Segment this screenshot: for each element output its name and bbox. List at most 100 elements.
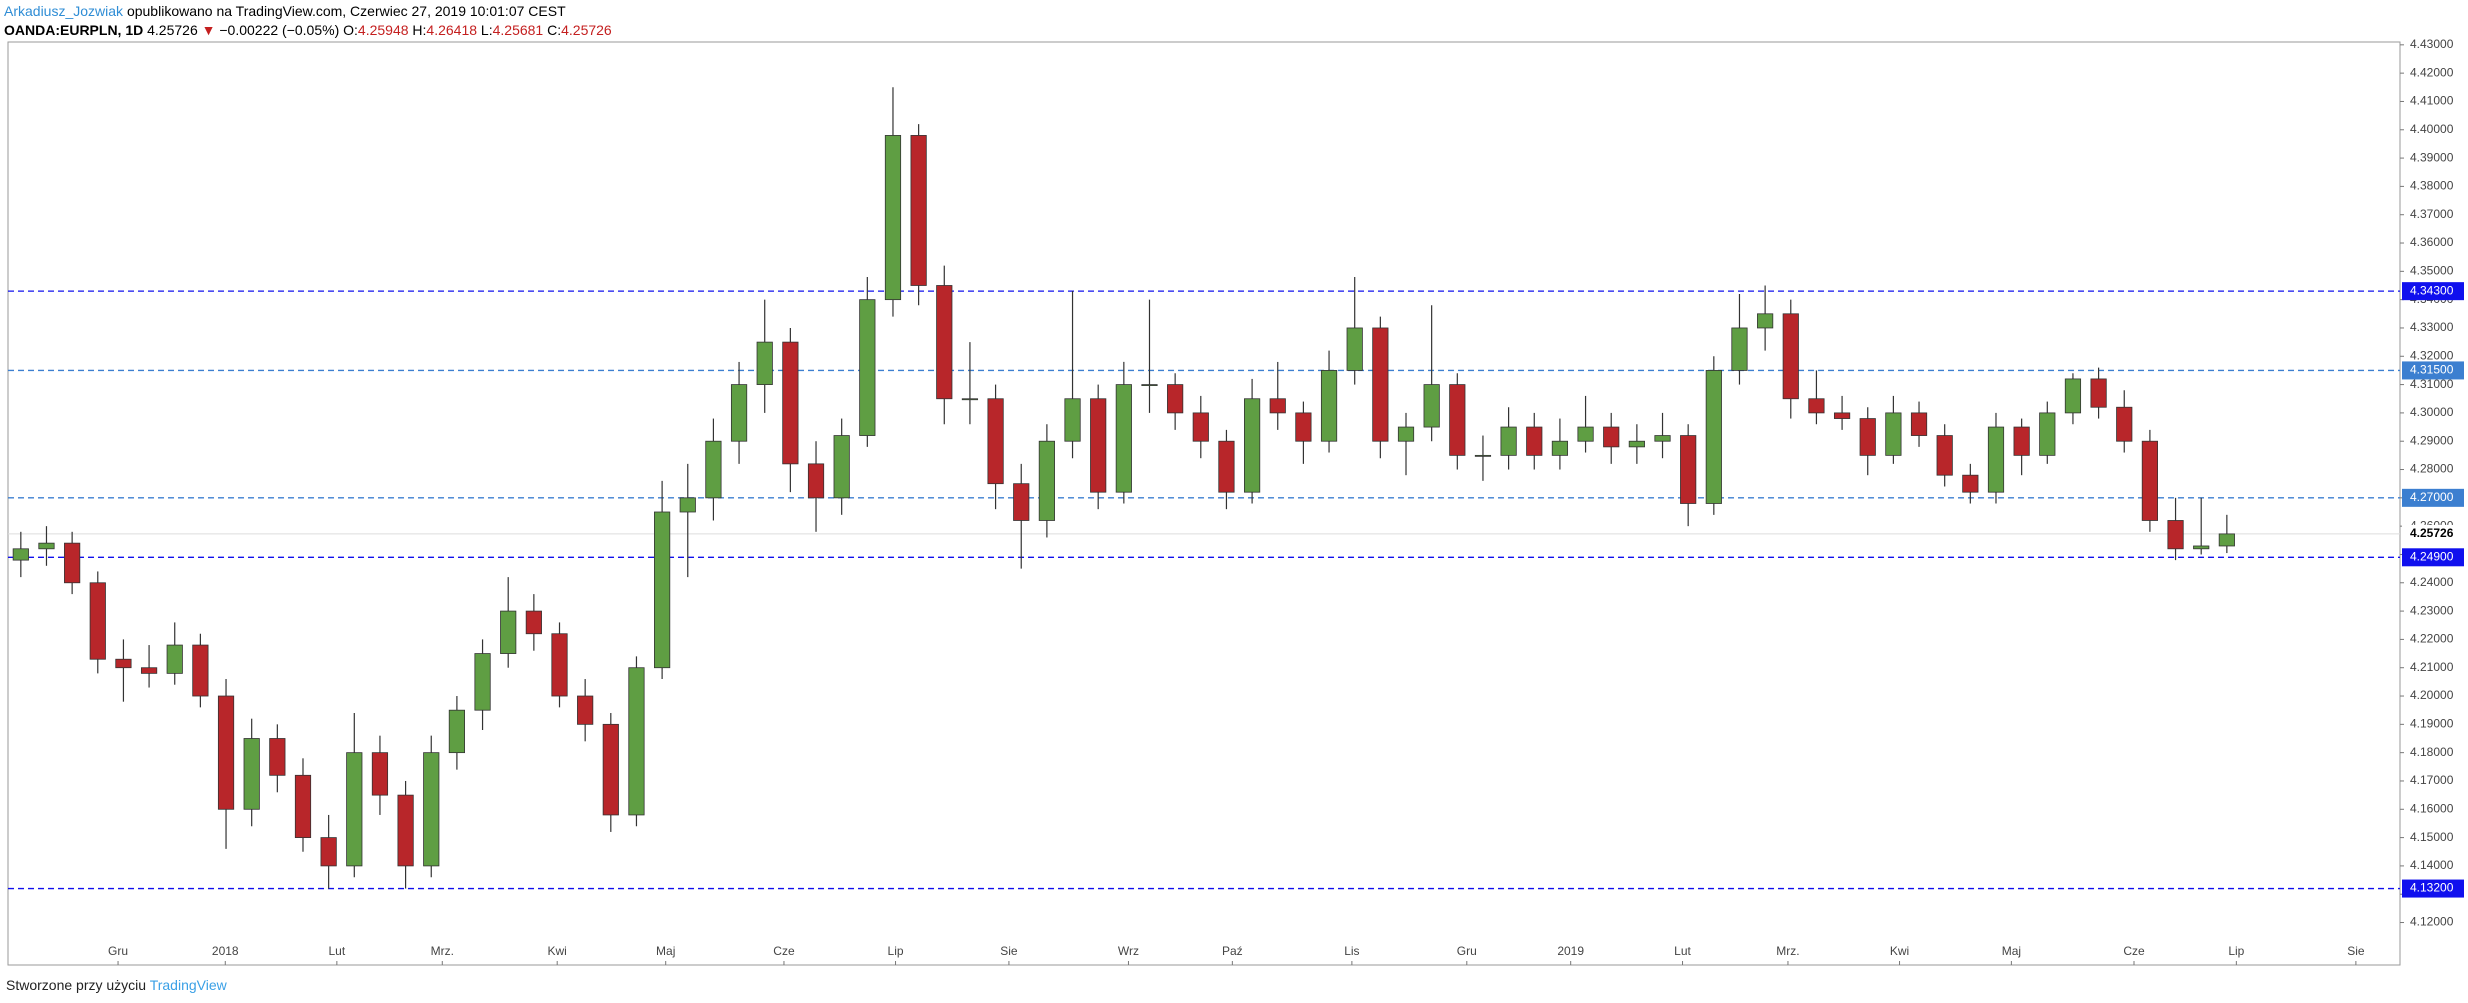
x-tick-label: Sie: [1000, 944, 1018, 958]
candle-body: [1474, 454, 1492, 457]
candle-body: [1269, 398, 1286, 414]
y-tick-label: 4.29000: [2410, 433, 2454, 447]
candle-body: [577, 695, 594, 725]
level-price-box: [2402, 548, 2464, 567]
y-tick-label: 4.23000: [2410, 603, 2454, 617]
ohlc-label: O:: [343, 22, 358, 38]
candle-body: [397, 794, 414, 867]
x-tick-label: 2019: [1557, 944, 1584, 958]
level-price-box: [2402, 282, 2464, 301]
y-tick-label: 4.24000: [2410, 575, 2454, 589]
y-tick-label: 4.38000: [2410, 179, 2454, 193]
x-tick-label: Gru: [1457, 944, 1477, 958]
candle-body: [448, 709, 465, 754]
level-price-label: 4.31500: [2410, 363, 2454, 377]
author-link[interactable]: Arkadiusz_Jozwiak: [4, 3, 124, 19]
chart: 4.120004.130004.140004.150004.160004.170…: [7, 37, 2464, 966]
candle-body: [525, 610, 542, 635]
y-tick-label: 4.30000: [2410, 405, 2454, 419]
candle-body: [1577, 426, 1594, 442]
level-price-box: [2402, 488, 2464, 507]
candle-body: [1987, 426, 2005, 493]
candle-body: [1038, 440, 1055, 521]
candle-body: [64, 542, 81, 584]
published: opublikowano na TradingView.com, Czerwie…: [126, 3, 566, 19]
candle-body: [192, 644, 209, 697]
candle-body: [474, 653, 491, 711]
candle-body: [12, 548, 29, 561]
candle-body: [1141, 384, 1158, 386]
y-tick-label: 4.18000: [2410, 745, 2454, 759]
x-tick-label: Lip: [888, 944, 904, 958]
footer-brand[interactable]: TradingView: [149, 977, 227, 993]
candle-body: [1910, 412, 1928, 436]
header-line-2: OANDA:EURPLN, 1D 4.25726 ▼ −0.00222 (−0.…: [4, 21, 612, 40]
candle-body: [859, 299, 876, 436]
level-price-label: 4.13200: [2410, 881, 2454, 895]
candle-body: [115, 658, 132, 669]
price: 4.25726: [147, 22, 198, 38]
candle-body: [1115, 384, 1132, 493]
last-price-label: 4.25726: [2410, 526, 2454, 540]
candle-body: [140, 667, 158, 674]
candle-body: [371, 752, 389, 796]
candle-body: [1859, 418, 1876, 456]
candle-body: [1500, 426, 1517, 456]
x-tick-label: Mrz.: [1776, 944, 1799, 958]
candle-body: [2116, 406, 2133, 442]
candle-body: [756, 341, 773, 385]
candle-body: [807, 463, 825, 499]
candle-body: [1628, 440, 1645, 448]
ohlc-label: L:: [480, 22, 493, 38]
candle-body: [628, 667, 645, 816]
candle-body: [1013, 483, 1030, 521]
x-tick-label: Lip: [2228, 944, 2244, 958]
ohlc-label: C:: [547, 22, 562, 38]
ohlc-value: 4.26418: [426, 22, 478, 38]
candle-body: [1757, 313, 1774, 329]
footer-text: Stworzone przy użyciu: [6, 977, 147, 993]
candle-body: [1705, 370, 1722, 504]
candle-body: [1449, 384, 1466, 456]
x-tick-label: Kwi: [1890, 944, 1909, 958]
candle-body: [38, 542, 55, 550]
candle-body: [2013, 426, 2030, 456]
y-tick-label: 4.40000: [2410, 122, 2454, 136]
y-tick-label: 4.12000: [2410, 915, 2454, 929]
y-tick-label: 4.16000: [2410, 801, 2454, 815]
x-tick-label: Gru: [108, 944, 128, 958]
ohlc: O:4.25948 H:4.26418 L:4.25681 C:4.25726: [343, 22, 612, 38]
x-tick-label: Paź: [1222, 944, 1243, 958]
candle-body: [936, 285, 953, 400]
candle-body: [1936, 435, 1953, 476]
x-tick-label: 2018: [212, 944, 239, 958]
y-tick-label: 4.15000: [2410, 830, 2454, 844]
x-tick-label: Lis: [1344, 944, 1359, 958]
y-tick-label: 4.17000: [2410, 773, 2454, 787]
candle-body: [1833, 412, 1851, 419]
candle-body: [1218, 440, 1235, 493]
candle-body: [2167, 520, 2184, 550]
last-price-box: [2402, 524, 2464, 543]
candle-body: [1782, 313, 1799, 400]
y-tick-label: 4.14000: [2410, 858, 2454, 872]
x-tick-label: Sie: [2347, 944, 2365, 958]
candle-body: [1885, 412, 1902, 456]
candle-body: [1372, 327, 1389, 442]
ohlc-value: 4.25726: [561, 22, 612, 38]
candle-body: [833, 435, 850, 499]
candle-body: [2039, 412, 2056, 456]
candle-body: [987, 398, 1004, 485]
level-price-box: [2402, 879, 2464, 898]
candle-body: [1064, 398, 1081, 442]
candle-body: [89, 582, 106, 660]
candle-body: [1603, 426, 1620, 448]
candle-body: [1808, 398, 1825, 414]
y-tick-label: 4.19000: [2410, 717, 2454, 731]
candle-body: [679, 497, 696, 513]
x-tick-label: Cze: [2123, 944, 2145, 958]
candle-body: [654, 511, 671, 669]
x-tick-label: Mrz.: [431, 944, 454, 958]
candle-body: [166, 644, 183, 674]
